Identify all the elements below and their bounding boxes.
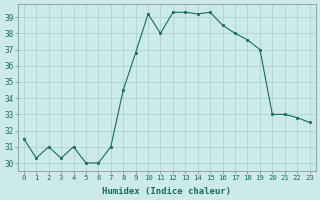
X-axis label: Humidex (Indice chaleur): Humidex (Indice chaleur) (102, 187, 231, 196)
